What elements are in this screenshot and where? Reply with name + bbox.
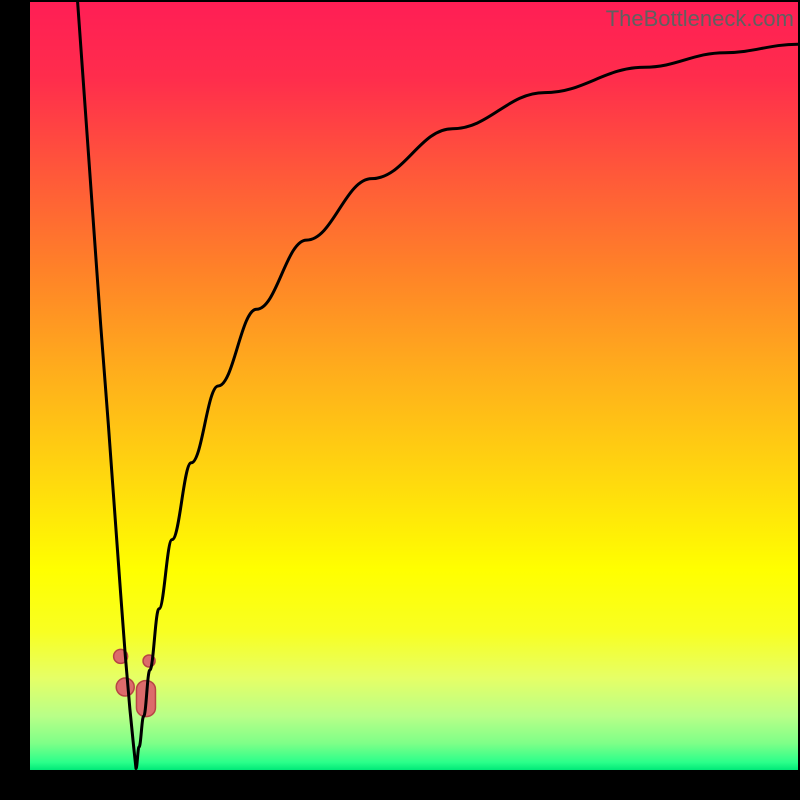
gradient-background xyxy=(30,2,798,770)
chart-plot-area xyxy=(30,2,798,770)
watermark-text: TheBottleneck.com xyxy=(606,6,794,32)
